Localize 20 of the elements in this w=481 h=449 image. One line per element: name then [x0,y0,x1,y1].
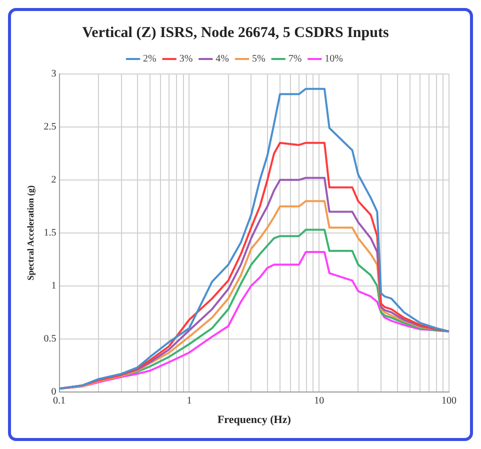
y-tick-label: 0 [51,386,56,398]
y-tick-label: 2 [51,174,56,186]
x-tick-label: 1 [186,395,192,406]
legend-label: 10% [324,54,344,65]
x-tick-label: 10 [314,395,324,406]
legend-label: 3% [179,54,193,65]
x-tick-label: 100 [442,395,456,406]
y-axis-title: Spectral Acceleration (g) [26,185,36,280]
y-tick-label: 1.5 [44,228,56,239]
x-axis-title: Frequency (Hz) [217,414,292,426]
y-tick-label: 3 [51,68,56,80]
y-tick-label: 2.5 [44,122,56,133]
legend-label: 7% [288,54,302,65]
y-tick-label: 0.5 [44,333,56,344]
chart-title: Vertical (Z) ISRS, Node 26674, 5 CSDRS Inputs [82,24,389,41]
legend-label: 4% [216,54,230,65]
legend-label: 5% [252,54,266,65]
y-tick-label: 1 [51,280,56,292]
legend-label: 2% [143,54,156,65]
x-tick-label: 0.1 [53,395,66,406]
